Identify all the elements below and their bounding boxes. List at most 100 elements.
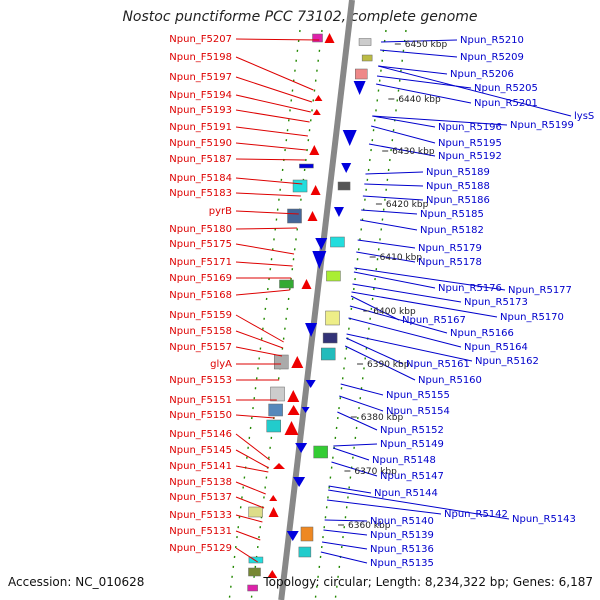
left-leader-line — [235, 465, 269, 473]
reverse-gene-arrow — [315, 238, 328, 250]
left-leader-line — [235, 547, 258, 563]
left-leader-line — [235, 314, 284, 343]
forward-gene-arrow — [324, 33, 335, 43]
gene-block — [274, 354, 289, 370]
reverse-gene-arrow — [301, 407, 310, 413]
forward-gene-arrow — [273, 463, 286, 469]
left-gene-label: Npun_F5146 — [169, 429, 232, 440]
right-gene-label: Npun_R5144 — [374, 488, 438, 499]
right-leader-line — [357, 239, 416, 249]
scale-label: 6380 kbp — [361, 413, 404, 423]
right-gene-label: Npun_R5196 — [438, 122, 502, 133]
left-leader-line — [235, 56, 314, 91]
right-leader-line — [326, 499, 442, 515]
scale-label: 6370 kbp — [354, 467, 397, 477]
map-title: Nostoc punctiforme PCC 73102, complete g… — [122, 9, 477, 25]
left-gene-label: Npun_F5159 — [169, 310, 232, 321]
forward-gene-arrow — [310, 185, 321, 195]
gene-block — [268, 403, 283, 417]
left-gene-label: Npun_F5198 — [169, 52, 232, 63]
left-leader-line — [235, 481, 266, 495]
left-leader-line — [235, 496, 265, 509]
gene-block — [358, 38, 372, 46]
left-gene-label: pyrB — [209, 206, 232, 217]
right-leader-line — [345, 337, 404, 365]
reverse-gene-arrow — [286, 531, 299, 541]
left-leader-line — [235, 243, 295, 255]
left-gene-label: Npun_F5137 — [169, 492, 232, 503]
left-leader-line — [235, 227, 298, 230]
right-gene-label: Npun_R5176 — [438, 283, 502, 294]
right-gene-label: Npun_R5164 — [464, 342, 528, 353]
reverse-gene-arrow — [341, 163, 352, 173]
right-leader-line — [356, 251, 416, 263]
gene-block — [299, 163, 314, 169]
scale-labels: 6450 kbp 6440 kbp 6430 kbp 6420 kbp 6410 kbp… — [338, 40, 447, 531]
forward-gene-arrow — [312, 109, 321, 115]
forward-gene-arrow — [287, 390, 300, 402]
left-gene-label: Npun_F5169 — [169, 273, 232, 284]
forward-gene-arrow — [309, 145, 320, 155]
gene-block — [247, 584, 258, 592]
gene-block — [326, 270, 341, 282]
gene-block — [325, 310, 340, 326]
reverse-gene-arrow — [353, 81, 366, 95]
right-leader-line — [354, 267, 506, 291]
left-gene-label: Npun_F5193 — [169, 105, 232, 116]
right-gene-label: Npun_R5173 — [464, 297, 528, 308]
gene-block — [279, 279, 294, 289]
forward-gene-arrow — [268, 507, 279, 517]
right-leader-line — [378, 65, 572, 117]
right-leader-line — [350, 295, 400, 321]
left-gene-label: Npun_F5191 — [169, 122, 232, 133]
right-leader-line — [351, 291, 498, 318]
left-gene-label: Npun_F5197 — [169, 72, 232, 83]
left-leader-line — [235, 109, 310, 123]
topology-label: Topology: circular; Length: 8,234,322 bp… — [262, 575, 593, 589]
right-gene-label: Npun_R5166 — [450, 328, 514, 339]
gene-block — [266, 419, 281, 433]
left-leader-line — [235, 261, 293, 267]
left-leader-line — [235, 38, 320, 41]
right-gene-label: Npun_R5143 — [512, 514, 576, 525]
right-gene-label: Npun_R5179 — [418, 243, 482, 254]
right-leader-line — [346, 333, 473, 362]
reverse-gene-arrow — [342, 130, 357, 146]
right-gene-label: Npun_R5154 — [386, 406, 450, 417]
right-leader-line — [362, 195, 424, 201]
left-leader-line — [235, 126, 309, 137]
right-leader-line — [321, 541, 368, 550]
right-gene-labels: Npun_R5210 Npun_R5209 Npun_R5206 Npun_R5205… — [370, 35, 594, 569]
right-leader-line — [340, 383, 384, 396]
left-leader-line — [235, 346, 283, 357]
left-gene-label: Npun_F5175 — [169, 239, 232, 250]
left-gene-label: Npun_F5145 — [169, 445, 232, 456]
right-leader-line — [352, 283, 462, 303]
left-gene-label: Npun_F5194 — [169, 90, 232, 101]
right-leader-line — [320, 551, 368, 564]
right-leader-line — [364, 183, 424, 187]
gene-block — [355, 68, 368, 80]
left-gene-label: Npun_F5150 — [169, 410, 232, 421]
right-leader-line — [365, 171, 424, 175]
left-gene-label: Npun_F5168 — [169, 290, 232, 301]
right-gene-label: Npun_R5162 — [475, 356, 539, 367]
right-leader-line — [337, 411, 378, 431]
scale-label: 6440 kbp — [398, 95, 441, 105]
gene-block — [248, 567, 261, 577]
label-leaders — [235, 38, 572, 564]
left-gene-label: Npun_F5183 — [169, 188, 232, 199]
right-leader-line — [328, 489, 510, 520]
right-gene-label: Npun_R5182 — [420, 225, 484, 236]
gene-block — [330, 236, 345, 248]
left-gene-labels: Npun_F5207 Npun_F5198 Npun_F5197 Npun_F5194… — [169, 34, 232, 554]
gene-block — [337, 181, 351, 191]
left-gene-label: Npun_F5157 — [169, 342, 232, 353]
left-leader-line — [235, 514, 263, 523]
reverse-gene-arrow — [293, 477, 306, 487]
right-gene-label: Npun_R5178 — [418, 257, 482, 268]
gene-block — [248, 556, 264, 564]
right-leader-line — [333, 443, 378, 447]
right-gene-label: Npun_R5205 — [474, 83, 538, 94]
